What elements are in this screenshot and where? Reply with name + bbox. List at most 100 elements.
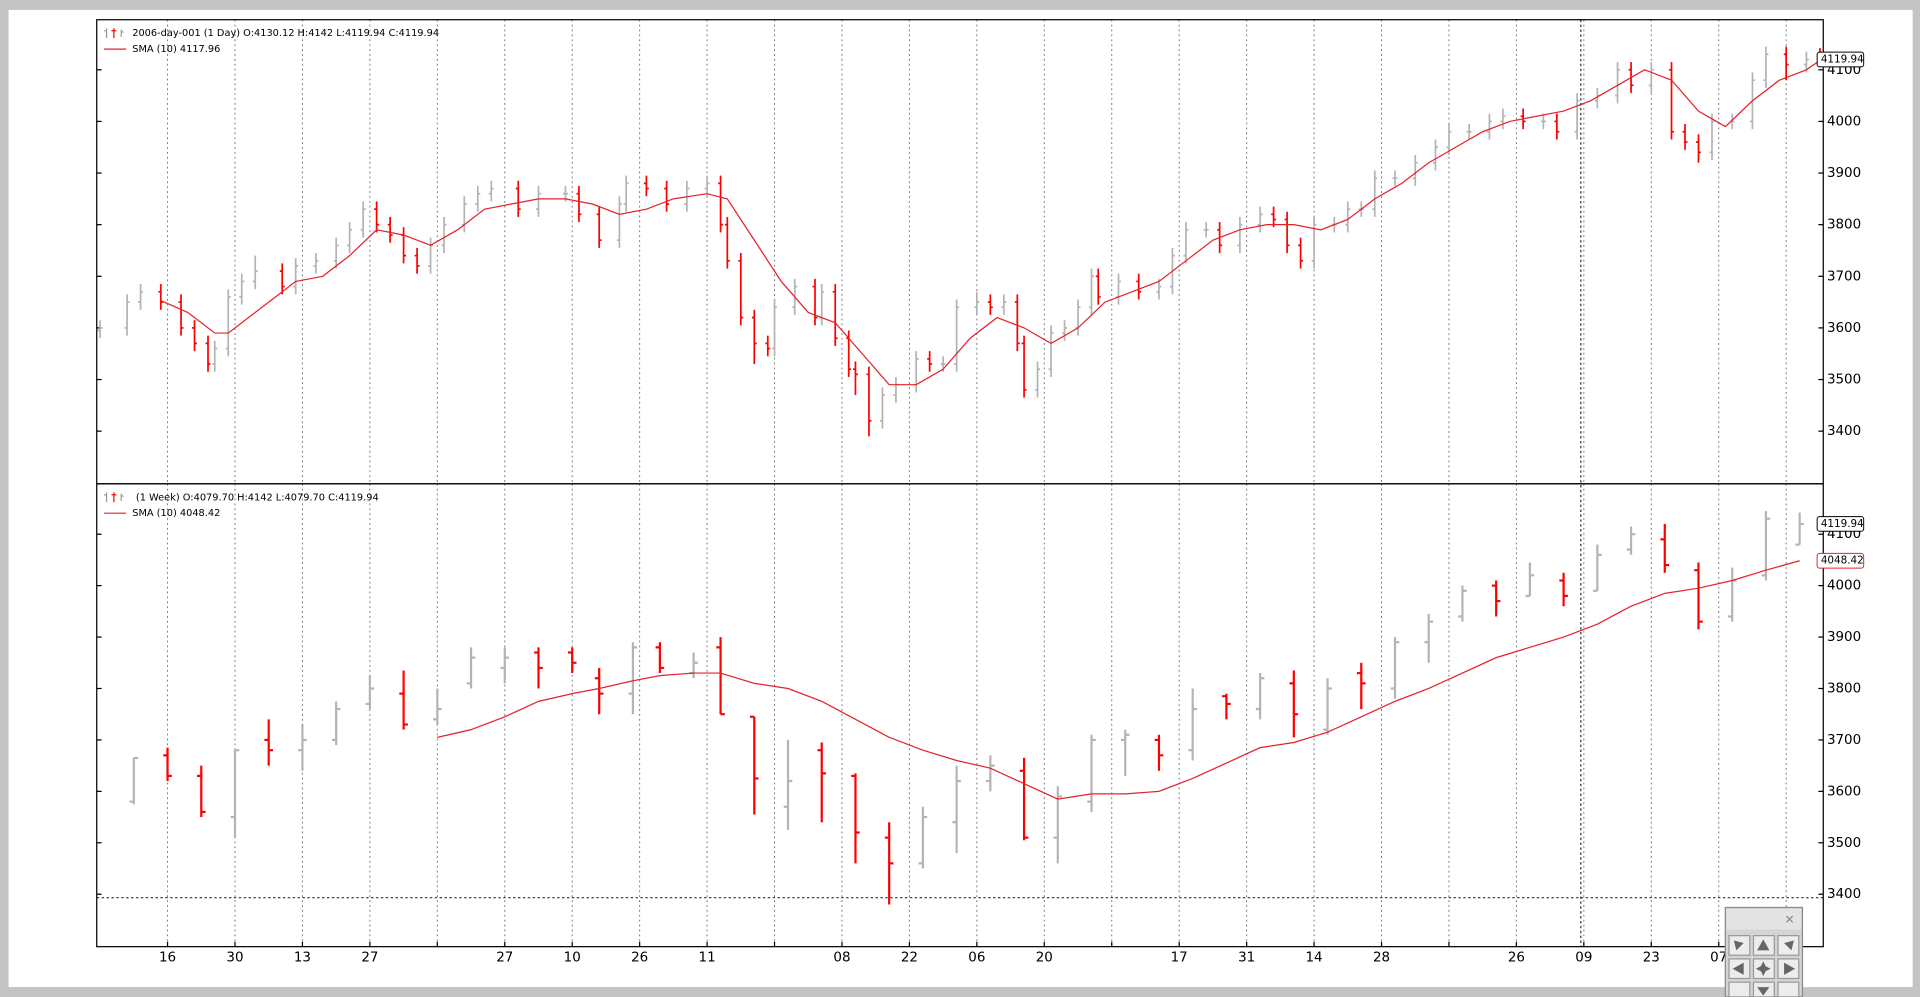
ohlc-bar: [534, 647, 543, 689]
ohlc-bar: [1019, 757, 1029, 841]
ohlc-bar: [1615, 62, 1621, 104]
ohlc-bar: [279, 263, 285, 295]
ohlc-bar: [596, 206, 602, 248]
ohlc-bar: [1298, 237, 1304, 269]
ohlc-bar: [205, 335, 211, 372]
ohlc-bar: [515, 180, 521, 217]
price-tag: [1816, 552, 1865, 569]
ohlc-bar: [750, 715, 759, 815]
x-tick-label: 07: [1710, 951, 1727, 966]
toolbar-titlebar: [1726, 908, 1802, 930]
ohlc-bar: [365, 675, 375, 710]
pan-down-right-button[interactable]: [1777, 981, 1800, 997]
ohlc-bar: [974, 291, 980, 316]
x-tick-label: 23: [1643, 951, 1660, 966]
price-tag: [1816, 51, 1865, 68]
ohlc-bar: [866, 366, 872, 437]
ohlc-bar: [1761, 511, 1771, 581]
figure-background: [8, 9, 1913, 988]
ohlc-bar: [1574, 93, 1580, 140]
y-tick-label: 3800: [1827, 218, 1861, 233]
y-tick-label: 3700: [1827, 269, 1861, 284]
legend-label: SMA (10) 4048.42: [132, 508, 220, 519]
ohlc-bar: [178, 294, 184, 336]
x-tick-label: 06: [968, 951, 985, 966]
ohlc-bar: [399, 670, 408, 730]
ohlc-bar: [567, 647, 577, 674]
x-tick-label: 27: [361, 951, 378, 966]
ohlc-bar: [1660, 523, 1670, 573]
ohlc-bar: [783, 739, 793, 830]
ohlc-bar: [1433, 139, 1438, 171]
ohlc-bar: [1593, 544, 1602, 592]
ohlc-bar: [1803, 51, 1809, 73]
x-tick-label: 08: [833, 951, 850, 966]
ohlc-bar: [441, 216, 447, 254]
ohlc-bar: [97, 320, 103, 339]
ohlc-bar: [293, 258, 299, 295]
close-button[interactable]: [1786, 915, 1794, 923]
x-tick-label: 26: [1508, 951, 1525, 966]
ohlc-bar: [1390, 637, 1400, 699]
ohlc-bar: [1682, 124, 1688, 150]
x-tick-label: 09: [1575, 951, 1592, 966]
ohlc-bar: [124, 294, 130, 336]
ohlc-bar: [954, 299, 960, 372]
price-tag-label: 4119.94: [1821, 54, 1864, 66]
y-tick-label: 4000: [1827, 579, 1861, 594]
ohlc-bar: [664, 180, 670, 212]
ohlc-bar: [1491, 580, 1501, 617]
ohlc-bar: [138, 284, 144, 310]
ohlc-bar: [1466, 124, 1472, 140]
x-tick-label: 13: [294, 951, 311, 966]
ohlc-bar: [414, 247, 420, 274]
ohlc-bar: [1709, 113, 1715, 161]
ohlc-bar: [1222, 693, 1231, 720]
x-tick-label: 16: [159, 951, 176, 966]
ohlc-bar: [1696, 134, 1701, 163]
ohlc-bar: [918, 806, 928, 869]
ohlc-bar: [239, 273, 245, 305]
ohlc-bar: [1188, 688, 1197, 761]
ohlc-bar: [1271, 206, 1277, 228]
ohlc-bar: [488, 180, 494, 202]
ohlc-bar: [1289, 670, 1299, 738]
pan-down-left-button[interactable]: [1728, 981, 1751, 997]
ohlc-bar: [1136, 273, 1142, 300]
y-tick-label: 3500: [1827, 373, 1861, 388]
y-tick-label: 3600: [1827, 321, 1861, 336]
ohlc-bar: [1255, 673, 1265, 720]
ohlc-bar: [1559, 572, 1568, 607]
legend-icon: [104, 492, 124, 503]
ohlc-bar: [751, 309, 757, 365]
ohlc-bar: [374, 201, 380, 233]
ohlc-bar: [1311, 216, 1317, 269]
ohlc-bar: [576, 185, 582, 223]
ohlc-bar: [252, 255, 258, 290]
ohlc-bar: [718, 175, 724, 233]
axes-frame: [96, 483, 1824, 948]
ohlc-bar: [313, 253, 319, 274]
ohlc-bar: [1525, 562, 1535, 598]
ohlc-bar: [1323, 678, 1332, 735]
ohlc-bar: [927, 351, 933, 372]
ohlc-bar: [623, 175, 629, 212]
ohlc-bar: [1763, 46, 1769, 88]
ohlc-bar: [1237, 216, 1243, 254]
ohlc-bar: [1345, 201, 1351, 233]
ohlc-bar: [331, 701, 341, 746]
ohlc-bar: [192, 320, 197, 352]
ohlc-bar: [387, 216, 393, 243]
x-tick-label: 28: [1373, 951, 1390, 966]
ohlc-bar: [1412, 154, 1418, 186]
ohlc-bar: [1626, 526, 1636, 555]
ohlc-bar: [1087, 734, 1096, 812]
ohlc-bar: [1424, 613, 1434, 663]
ohlc-bar: [952, 765, 961, 854]
ohlc-bar: [1062, 320, 1067, 341]
ohlc-bar: [1120, 729, 1130, 776]
y-tick-label: 4000: [1827, 114, 1861, 129]
ohlc-bar: [163, 747, 172, 782]
x-tick-label: 11: [699, 951, 716, 966]
ohlc-bar: [1486, 113, 1492, 140]
